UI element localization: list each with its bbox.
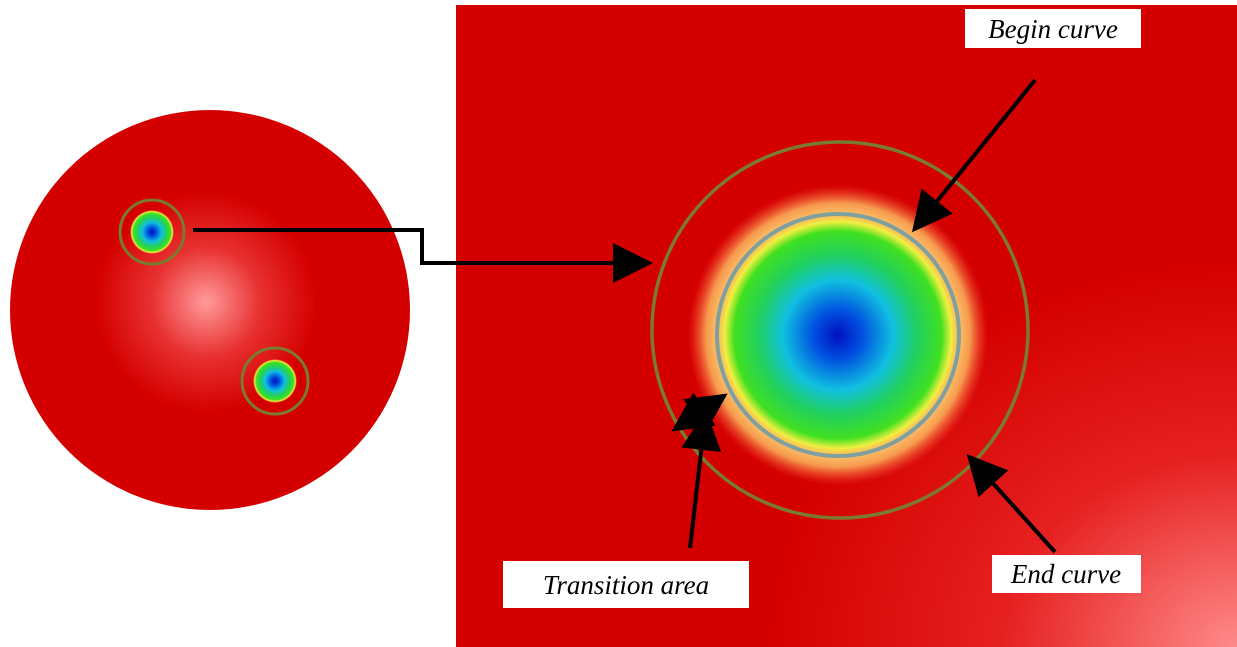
arrow bbox=[911, 78, 1037, 233]
spot bbox=[130, 210, 174, 254]
label: Transition area bbox=[543, 570, 709, 600]
arrow bbox=[681, 410, 722, 549]
label-box bbox=[992, 555, 1141, 593]
spot-zoom bbox=[716, 213, 960, 457]
label: Begin curve bbox=[988, 14, 1118, 44]
begin-curve bbox=[715, 212, 961, 458]
end-curve bbox=[650, 140, 1030, 520]
ring bbox=[118, 198, 186, 266]
label-box bbox=[503, 561, 749, 608]
label: End curve bbox=[1010, 559, 1121, 589]
ring bbox=[240, 346, 310, 416]
label-box bbox=[965, 9, 1141, 48]
connector-arrow bbox=[193, 228, 653, 283]
double-arrow bbox=[671, 392, 728, 433]
sphere bbox=[10, 110, 410, 510]
spot bbox=[253, 359, 297, 403]
arrow bbox=[966, 454, 1057, 554]
